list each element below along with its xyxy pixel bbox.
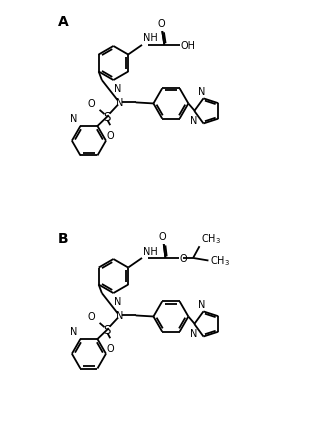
Text: O: O	[88, 311, 95, 321]
Text: NH: NH	[143, 33, 158, 43]
Text: N: N	[190, 115, 197, 125]
Text: O: O	[180, 253, 188, 263]
Text: B: B	[58, 232, 69, 246]
Text: N: N	[71, 327, 78, 337]
Text: O: O	[88, 99, 95, 109]
Text: N: N	[198, 87, 205, 97]
Text: N: N	[115, 84, 122, 94]
Text: NH: NH	[143, 246, 158, 256]
Text: N: N	[115, 297, 122, 307]
Text: N: N	[71, 114, 78, 124]
Text: CH$_3$: CH$_3$	[209, 254, 230, 268]
Text: N: N	[116, 311, 124, 321]
Text: O: O	[106, 343, 114, 353]
Text: OH: OH	[181, 41, 196, 51]
Text: O: O	[158, 19, 166, 29]
Text: N: N	[198, 299, 205, 309]
Text: A: A	[58, 15, 69, 29]
Text: O: O	[106, 131, 114, 141]
Text: N: N	[190, 328, 197, 338]
Text: O: O	[159, 231, 167, 241]
Text: S: S	[103, 110, 111, 124]
Text: S: S	[103, 323, 111, 336]
Text: CH$_3$: CH$_3$	[201, 232, 221, 246]
Text: N: N	[116, 98, 124, 108]
